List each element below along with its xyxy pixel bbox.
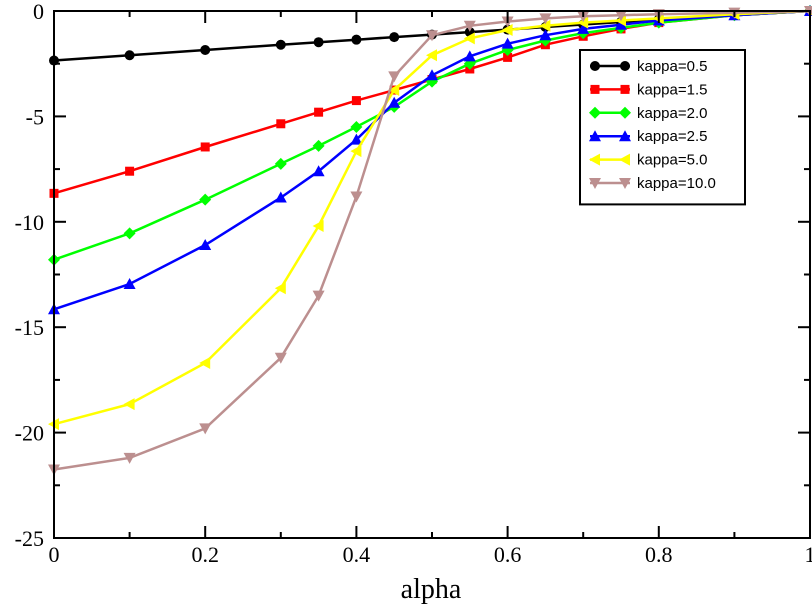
- data-point: [274, 352, 287, 364]
- legend-marker: [619, 178, 631, 189]
- data-point: [426, 30, 438, 42]
- y-tick-label: -5: [26, 104, 44, 129]
- legend-marker: [590, 84, 600, 94]
- data-point: [312, 165, 325, 177]
- data-point: [463, 32, 475, 45]
- legend-label: kappa=1.5: [637, 81, 707, 98]
- legend: kappa=0.5 kappa=1.5 kappa=2.0 kappa=2.5 kapp…: [579, 49, 746, 206]
- data-point: [200, 142, 210, 152]
- series-line: [53, 9, 811, 426]
- data-point: [350, 191, 363, 203]
- data-point: [615, 14, 626, 27]
- data-point: [577, 16, 589, 29]
- legend-label: kappa=0.5: [637, 58, 707, 75]
- legend-marker: [590, 61, 600, 71]
- x-tick-label: 1: [805, 542, 812, 567]
- data-point: [200, 44, 211, 55]
- x-axis-title: alpha: [401, 574, 462, 605]
- data-point: [539, 13, 552, 25]
- data-point: [426, 49, 437, 62]
- x-tick-label: 0: [49, 542, 60, 567]
- legend-box: [579, 49, 746, 206]
- data-point: [199, 357, 211, 370]
- legend-marker: [619, 106, 631, 119]
- data-point: [351, 34, 362, 45]
- y-tick-label: -10: [15, 210, 44, 235]
- legend-marker: [620, 61, 630, 71]
- data-point: [615, 18, 627, 30]
- legend-item: kappa=5.0: [589, 152, 707, 169]
- series-layer: [48, 5, 812, 476]
- data-point: [274, 282, 286, 295]
- data-point: [199, 193, 212, 206]
- y-tick-label: -20: [15, 421, 44, 446]
- data-point: [503, 52, 513, 62]
- data-point: [539, 29, 552, 41]
- legend-label: kappa=5.0: [637, 152, 707, 169]
- data-point: [615, 10, 627, 22]
- data-point: [350, 133, 363, 145]
- legend-item: kappa=10.0: [589, 175, 716, 192]
- data-point: [351, 96, 361, 106]
- legend-marker: [589, 153, 600, 166]
- data-point: [124, 50, 135, 61]
- series-5: [48, 6, 812, 431]
- series-line: [53, 9, 811, 471]
- legend-marker: [589, 130, 601, 142]
- data-point: [123, 398, 135, 411]
- legend-label: kappa=2.5: [637, 128, 707, 145]
- data-point: [389, 32, 400, 43]
- series-line: [53, 9, 811, 311]
- data-point: [199, 423, 212, 435]
- data-point: [501, 37, 514, 49]
- data-point: [123, 452, 136, 464]
- data-point: [426, 69, 438, 81]
- data-point: [388, 71, 401, 83]
- data-point: [577, 22, 590, 34]
- legend-marker: [620, 84, 630, 94]
- y-tick-label: -25: [15, 526, 44, 551]
- data-point: [312, 139, 325, 152]
- data-point: [274, 191, 287, 203]
- data-point: [123, 227, 136, 240]
- data-point: [388, 84, 400, 97]
- data-point: [463, 50, 476, 62]
- legend-marker: [589, 178, 601, 189]
- data-point: [123, 277, 136, 289]
- legend-item: kappa=0.5: [590, 58, 707, 75]
- data-point: [275, 39, 286, 50]
- data-point: [501, 23, 513, 36]
- legend-label: kappa=2.0: [637, 105, 707, 122]
- data-point: [125, 166, 135, 176]
- x-tick-label: 0.4: [343, 542, 371, 567]
- data-point: [539, 19, 551, 32]
- series-line: [53, 9, 811, 261]
- data-point: [350, 120, 363, 133]
- legend-item: kappa=2.5: [589, 128, 707, 145]
- data-point: [276, 119, 286, 129]
- data-point: [312, 220, 324, 233]
- y-tick-label: 0: [33, 0, 44, 24]
- data-point: [274, 157, 287, 170]
- data-point: [313, 37, 324, 48]
- ticks-layer: 0 0.2 0.4 0.6 0.8 1 -25 -20 -15 -10 -5 0: [15, 0, 812, 567]
- data-point: [312, 290, 325, 302]
- legend-label: kappa=10.0: [637, 175, 716, 192]
- legend-item: kappa=1.5: [590, 81, 707, 98]
- y-tick-label: -15: [15, 315, 44, 340]
- data-point: [388, 96, 401, 108]
- legend-item: kappa=2.0: [589, 105, 707, 122]
- data-point: [350, 145, 362, 158]
- x-tick-label: 0.2: [191, 542, 219, 567]
- x-tick-label: 0.6: [494, 542, 522, 567]
- legend-marker: [619, 153, 630, 166]
- x-tick-label: 0.8: [645, 542, 673, 567]
- data-point: [314, 107, 324, 117]
- legend-marker: [619, 130, 631, 142]
- data-point: [463, 20, 476, 32]
- data-point: [199, 238, 212, 250]
- legend-marker: [589, 106, 601, 119]
